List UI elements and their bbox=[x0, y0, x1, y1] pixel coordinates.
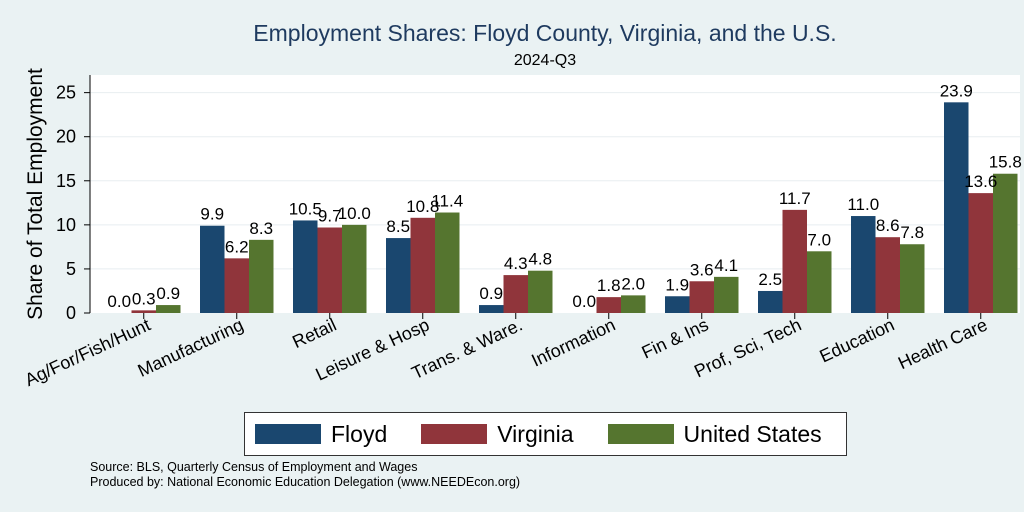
data-label-united-states: 2.0 bbox=[621, 274, 645, 293]
bar-floyd bbox=[665, 296, 690, 313]
bar-virginia bbox=[503, 275, 528, 313]
x-tick-label: Health Care bbox=[895, 314, 991, 373]
data-label-united-states: 11.4 bbox=[431, 192, 463, 211]
bars bbox=[131, 102, 1018, 313]
x-tick-label: Prof, Sci, Tech bbox=[691, 314, 804, 381]
data-label-virginia: 9.7 bbox=[318, 206, 342, 225]
legend-swatch-united-states bbox=[607, 424, 674, 444]
data-label-united-states: 0.9 bbox=[156, 284, 180, 303]
legend: Floyd Virginia United States bbox=[244, 412, 847, 456]
data-label-floyd: 8.5 bbox=[386, 217, 410, 236]
data-label-floyd: 0.0 bbox=[107, 292, 131, 311]
bar-virginia bbox=[131, 310, 156, 313]
legend-swatch-floyd bbox=[255, 424, 321, 444]
data-label-virginia: 11.7 bbox=[779, 189, 811, 208]
data-label-floyd: 0.0 bbox=[572, 292, 596, 311]
y-axis-ticks: 0 5 10 15 20 25 bbox=[56, 83, 90, 323]
data-label-virginia: 13.6 bbox=[964, 172, 997, 191]
legend-item-virginia: Virginia bbox=[421, 420, 574, 448]
y-axis-label: Share of Total Employment bbox=[24, 68, 47, 320]
legend-label-united-states: United States bbox=[683, 420, 822, 447]
data-label-floyd: 9.9 bbox=[200, 205, 224, 224]
data-label-floyd: 2.5 bbox=[758, 270, 782, 289]
bar-virginia bbox=[596, 297, 621, 313]
bar-floyd bbox=[293, 220, 318, 313]
data-label-virginia: 6.2 bbox=[225, 237, 249, 256]
bar-floyd bbox=[479, 305, 504, 313]
bar-united-states bbox=[993, 173, 1018, 313]
bar-floyd bbox=[386, 238, 411, 313]
data-label-virginia: 0.3 bbox=[132, 289, 156, 308]
chart-subtitle: 2024-Q3 bbox=[513, 52, 577, 69]
data-labels: 0.0 0.3 0.99.96.28.310.59.710.08.510.811.4… bbox=[107, 81, 1021, 311]
data-label-floyd: 1.9 bbox=[665, 275, 689, 294]
data-label-united-states: 8.3 bbox=[249, 219, 273, 238]
data-label-virginia: 4.3 bbox=[504, 254, 528, 273]
bar-united-states bbox=[714, 276, 739, 313]
bar-virginia bbox=[689, 281, 714, 313]
x-tick-label: Information bbox=[528, 314, 618, 370]
data-label-virginia: 3.6 bbox=[690, 260, 714, 279]
y-tick-label: 5 bbox=[66, 259, 76, 279]
chart-title: Employment Shares: Floyd County, Virgini… bbox=[253, 20, 837, 46]
data-label-united-states: 7.8 bbox=[900, 223, 924, 242]
data-label-united-states: 4.1 bbox=[714, 256, 738, 275]
source-note: Source: BLS, Quarterly Census of Employm… bbox=[90, 460, 418, 474]
y-tick-label: 0 bbox=[66, 303, 76, 323]
data-label-virginia: 8.6 bbox=[876, 216, 900, 235]
data-label-floyd: 11.0 bbox=[847, 195, 879, 214]
legend-item-united-states: United States bbox=[607, 420, 822, 448]
data-label-united-states: 10.0 bbox=[338, 204, 371, 223]
x-tick-label: Fin & Ins bbox=[639, 314, 712, 362]
data-label-united-states: 15.8 bbox=[989, 153, 1022, 172]
legend-label-floyd: Floyd bbox=[331, 420, 388, 447]
data-label-floyd: 0.9 bbox=[479, 284, 503, 303]
x-tick-label: Education bbox=[816, 314, 897, 366]
bar-floyd bbox=[944, 102, 969, 313]
bar-virginia bbox=[224, 258, 249, 313]
bar-floyd bbox=[758, 290, 783, 313]
bar-virginia bbox=[782, 209, 807, 313]
bar-virginia bbox=[410, 217, 435, 313]
y-tick-label: 10 bbox=[56, 215, 76, 235]
y-tick-label: 20 bbox=[56, 127, 76, 147]
bar-virginia bbox=[317, 227, 342, 313]
x-tick-label: Retail bbox=[289, 314, 339, 352]
data-label-virginia: 10.8 bbox=[406, 197, 439, 216]
bar-united-states bbox=[900, 244, 925, 313]
bar-united-states bbox=[807, 251, 832, 313]
producer-note: Produced by: National Economic Education… bbox=[90, 475, 521, 489]
legend-item-floyd: Floyd bbox=[255, 421, 387, 448]
data-label-floyd: 10.5 bbox=[289, 199, 322, 218]
bar-virginia bbox=[968, 193, 993, 313]
y-tick-label: 15 bbox=[56, 171, 76, 191]
x-tick-label: Ag/For/Fish/Hunt bbox=[22, 314, 154, 390]
data-label-virginia: 1.8 bbox=[597, 276, 621, 295]
bar-floyd bbox=[200, 225, 225, 313]
bar-united-states bbox=[528, 270, 553, 313]
bar-united-states bbox=[621, 295, 646, 313]
data-label-united-states: 4.8 bbox=[528, 250, 552, 269]
legend-swatch-virginia bbox=[421, 424, 488, 444]
data-label-united-states: 7.0 bbox=[807, 230, 831, 249]
legend-label-virginia: Virginia bbox=[497, 420, 574, 447]
data-label-floyd: 23.9 bbox=[940, 81, 973, 100]
bar-united-states bbox=[435, 212, 460, 313]
bar-virginia bbox=[875, 237, 900, 313]
bar-united-states bbox=[249, 239, 274, 313]
bar-floyd bbox=[851, 216, 876, 313]
bar-united-states bbox=[342, 224, 367, 313]
y-tick-label: 25 bbox=[56, 83, 76, 103]
x-tick-label: Manufacturing bbox=[135, 314, 247, 380]
bar-united-states bbox=[156, 305, 181, 313]
